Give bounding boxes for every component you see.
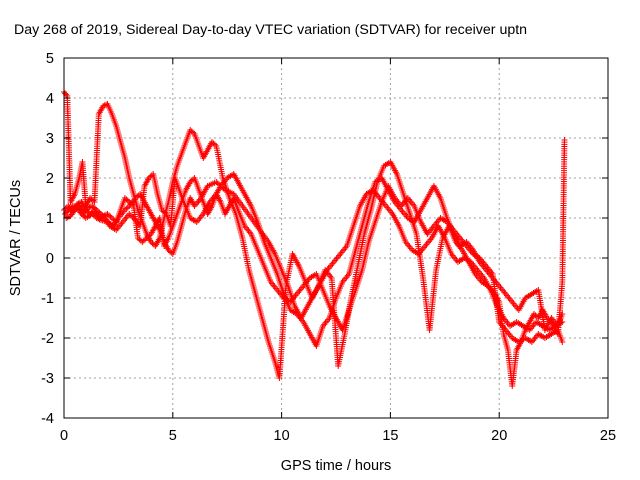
plot-frame xyxy=(63,57,609,419)
data-point xyxy=(126,211,133,217)
data-point xyxy=(127,212,134,219)
data-point xyxy=(90,204,97,211)
data-point xyxy=(126,199,133,205)
y-tick-label: 0 xyxy=(46,251,54,267)
data-point xyxy=(64,214,71,221)
data-point xyxy=(87,211,94,217)
x-axis-label: GPS time / hours xyxy=(281,458,391,474)
y-tick-label: -1 xyxy=(41,291,54,307)
data-point xyxy=(100,213,107,219)
data-layer xyxy=(61,89,568,389)
data-point xyxy=(188,177,195,184)
y-tick-label: 1 xyxy=(46,211,54,227)
data-point xyxy=(160,208,167,215)
data-point xyxy=(149,240,156,247)
data-point xyxy=(532,312,539,319)
data-point xyxy=(107,213,114,220)
x-tick-label: 0 xyxy=(60,428,68,444)
y-tick-label: 2 xyxy=(46,171,54,187)
data-point xyxy=(121,195,128,201)
data-point xyxy=(187,179,194,185)
data-point xyxy=(104,211,111,217)
data-point xyxy=(161,209,168,216)
data-point xyxy=(165,247,172,253)
data-point xyxy=(134,193,141,200)
data-point xyxy=(123,196,130,203)
data-point xyxy=(129,201,136,208)
y-tick-label: -3 xyxy=(41,371,54,387)
data-point xyxy=(166,248,173,255)
data-point xyxy=(95,215,102,221)
data-point xyxy=(559,339,566,345)
data-point xyxy=(88,196,95,203)
data-point xyxy=(158,207,165,213)
data-point xyxy=(100,103,107,109)
data-point xyxy=(143,235,150,241)
data-point xyxy=(210,140,217,147)
data-point xyxy=(147,173,154,180)
data-point xyxy=(82,207,89,213)
data-point xyxy=(145,175,152,181)
data-point xyxy=(139,239,146,245)
data-point xyxy=(188,128,195,135)
data-point xyxy=(559,311,566,317)
data-point xyxy=(208,139,215,145)
y-axis-label: SDTVAR / TECUs xyxy=(8,180,24,296)
data-point xyxy=(123,205,130,212)
data-point xyxy=(142,236,149,243)
data-point xyxy=(127,200,134,207)
y-tick-label: 5 xyxy=(46,51,54,67)
x-tick-label: 25 xyxy=(600,428,616,444)
data-point xyxy=(89,203,96,209)
data-point xyxy=(148,239,155,245)
x-tick-label: 15 xyxy=(382,428,398,444)
x-tick-label: 10 xyxy=(274,428,290,444)
data-point xyxy=(140,237,147,244)
y-tick-label: -4 xyxy=(41,411,54,427)
series-track-c xyxy=(63,171,566,349)
data-point xyxy=(211,141,218,148)
data-point xyxy=(190,129,197,136)
data-point xyxy=(87,203,94,210)
data-point xyxy=(213,179,220,185)
data-point xyxy=(88,209,95,216)
data-point xyxy=(103,211,110,218)
data-point xyxy=(124,197,131,204)
data-point xyxy=(101,102,108,109)
series-track-d xyxy=(61,175,566,345)
data-point xyxy=(105,212,112,219)
data-point xyxy=(62,205,69,212)
chart-title: Day 268 of 2019, Sidereal Day-to-day VTE… xyxy=(14,22,527,38)
data-point xyxy=(134,235,141,241)
y-tick-label: 3 xyxy=(46,131,54,147)
x-tick-label: 5 xyxy=(169,428,177,444)
y-tick-label: -2 xyxy=(41,331,54,347)
data-point xyxy=(136,236,143,243)
data-point xyxy=(561,137,568,143)
y-tick-label: 4 xyxy=(46,91,54,107)
data-point xyxy=(108,215,115,221)
data-point xyxy=(124,204,131,211)
data-point xyxy=(84,208,91,215)
data-point xyxy=(97,214,104,221)
data-point xyxy=(531,311,538,317)
data-point xyxy=(187,127,194,133)
data-point xyxy=(74,201,81,207)
x-tick-label: 20 xyxy=(491,428,507,444)
data-point xyxy=(110,216,117,223)
data-point xyxy=(145,233,152,240)
data-point xyxy=(98,213,105,220)
data-point xyxy=(214,180,221,187)
